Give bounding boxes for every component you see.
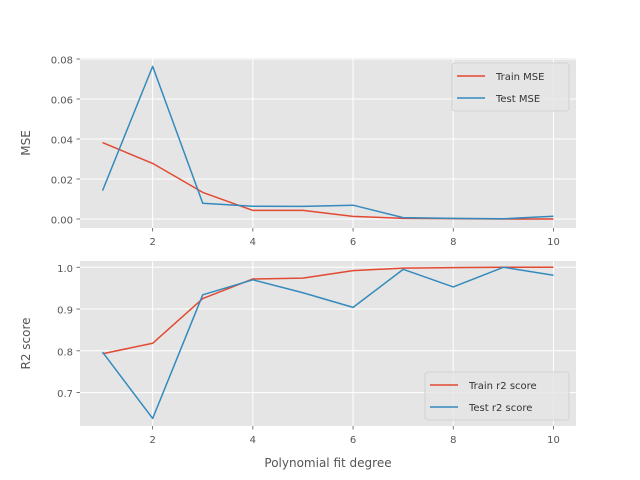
legend-label-1: Train MSE [495,72,544,83]
series-line-1 [102,266,554,355]
x-tick-label: 4 [250,435,256,446]
y-tick-label: 0.06 [51,96,73,107]
legend-label-1: Train r2 score [468,381,537,392]
legend-box [424,371,570,421]
legend: Train MSE Test MSE [451,62,570,112]
y-tick-label: 0.9 [57,306,73,317]
legend-box [451,62,570,112]
series-line-2 [101,266,554,420]
y-tick-label: 0.04 [51,136,73,147]
x-tick-label: 6 [350,237,356,248]
x-tick-label: 2 [149,435,155,446]
y-tick-label: 1.0 [57,264,73,275]
x-tick-label: 8 [450,435,456,446]
y-tick-label: 0.08 [51,56,73,67]
subplot-1: 2 4 6 8 10 0.00 0.02 0.04 0.06 0.08 MSE Train MSE Te… [19,56,576,248]
x-tick-label: 10 [547,237,560,248]
y-tick-label: 0.02 [51,176,73,187]
series-line-2 [101,65,554,220]
y-tick-label: 0.7 [57,389,73,400]
legend: Train r2 score Test r2 score [424,371,570,421]
subplot-2: 2 4 6 8 10 0.7 0.8 0.9 1.0 R2 score Polynomial fit… [19,261,576,470]
x-tick-label: 2 [149,237,155,248]
x-axis-label: Polynomial fit degree [264,456,391,470]
x-tick-label: 8 [450,237,456,248]
y-tick-label: 0.00 [51,216,73,227]
y-axis-label: R2 score [19,317,33,369]
legend-label-2: Test MSE [495,94,540,105]
x-tick-label: 6 [350,435,356,446]
x-tick-label: 10 [547,435,560,446]
legend-label-2: Test r2 score [468,403,532,414]
y-axis-label: MSE [19,130,33,156]
y-tick-label: 0.8 [57,347,73,358]
x-tick-label: 4 [250,237,256,248]
